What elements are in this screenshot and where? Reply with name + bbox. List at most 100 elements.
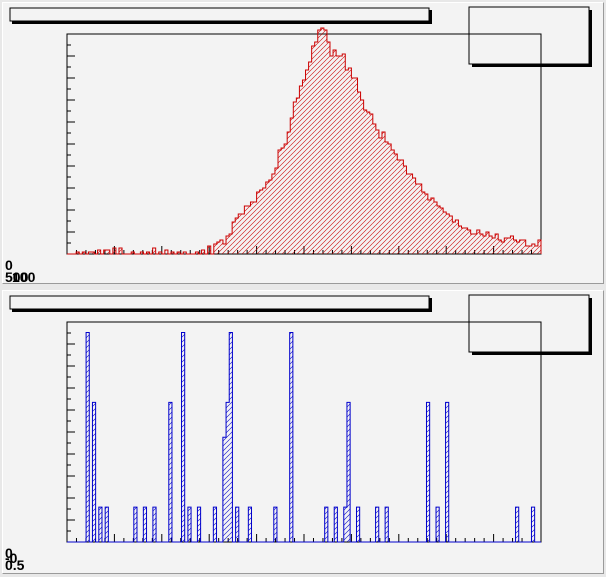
top-bar [391,150,395,254]
top-bar [195,252,199,254]
top-bar [201,250,205,254]
bottom-bar [229,332,233,542]
top-bar [473,234,477,254]
top-bar [216,242,220,254]
bottom-bar [436,507,440,542]
top-bar [281,148,285,254]
top-bar [403,166,407,254]
top-bar [76,252,80,254]
bottom-bar [152,507,157,542]
top-bar [495,234,499,254]
bottom-bar [515,507,519,542]
top-bar [400,160,404,254]
top-histogram-bars [67,27,542,255]
top-bar [317,30,321,254]
top-bar [507,238,511,254]
bottom-bar [324,507,328,542]
top-bar [513,240,517,254]
top-bar [498,240,502,254]
bottom-bar [197,507,201,542]
bottom-bar [445,402,449,542]
top-bar [287,132,291,254]
top-bar [360,100,364,254]
top-bar [357,92,361,254]
top-bar [131,252,135,254]
top-bar [470,234,474,254]
top-bar [464,228,468,254]
top-bar [415,184,419,254]
bottom-bar [187,507,192,542]
top-bar [418,184,422,254]
bottom-x-origin-label: 0.5 [5,557,25,573]
top-bar [118,248,123,254]
top-bar [290,118,294,254]
top-bar [323,30,327,254]
bottom-y-origin-label: 0 [5,545,13,561]
top-bar [378,138,382,254]
top-bar [354,78,358,254]
top-bar [510,236,514,254]
top-bar [308,62,312,254]
bottom-bar [426,402,430,542]
bottom-bar [346,402,351,542]
bottom-bar [273,507,277,542]
top-bar [265,182,269,254]
bottom-bar [213,507,217,542]
top-bar [375,130,379,254]
top-bar [238,214,242,254]
top-bar [476,230,480,254]
bottom-bar [385,507,389,542]
top-bar [397,160,401,254]
top-bar [336,56,340,254]
bottom-bar [92,402,96,542]
top-bar [146,252,150,254]
top-bar [440,208,444,254]
top-histogram-pad: 0 500 100 [2,2,604,285]
top-bar [293,102,297,254]
top-bar [455,220,459,254]
top-bar [366,112,370,254]
top-bar [525,246,529,254]
bottom-bar [222,437,227,542]
top-y-origin-label: 0 [5,257,13,273]
bottom-bar [168,402,172,542]
top-bar [528,246,532,254]
bottom-histogram-pad: 0 0.5 -0 [2,290,604,574]
top-bar [253,202,257,254]
bottom-bar [375,507,379,542]
top-bar [372,124,376,254]
top-bar [244,206,248,254]
top-bar [485,232,490,254]
top-bar [259,190,263,254]
top-bar [534,246,538,254]
top-bar [222,244,227,254]
top-bar [467,230,471,254]
top-bar [449,216,453,254]
bottom-bar [531,507,535,542]
top-bar [278,150,282,254]
bottom-histogram-outline [67,331,541,543]
top-bar [320,28,324,254]
bottom-bar [248,507,252,542]
top-bar [458,226,462,254]
top-bar [256,192,260,254]
top-bar [152,248,156,254]
top-bar [229,234,233,254]
top-bar [385,142,389,254]
top-bar [351,78,355,254]
top-bar [461,228,465,254]
top-bar [112,248,116,254]
top-bar [516,242,520,254]
top-bar [232,222,236,254]
bottom-plot-frame [66,321,542,543]
top-bar [235,218,239,254]
stats-box [468,6,590,65]
top-bar [103,250,107,254]
top-x-origin-label: 500 [5,269,29,285]
top-bar [489,236,493,254]
bottom-axes [66,321,542,543]
top-bar [452,222,456,254]
top-bar [412,178,416,254]
bottom-x-origin-label-overlap: -0 [5,550,18,566]
top-bar [369,114,373,254]
